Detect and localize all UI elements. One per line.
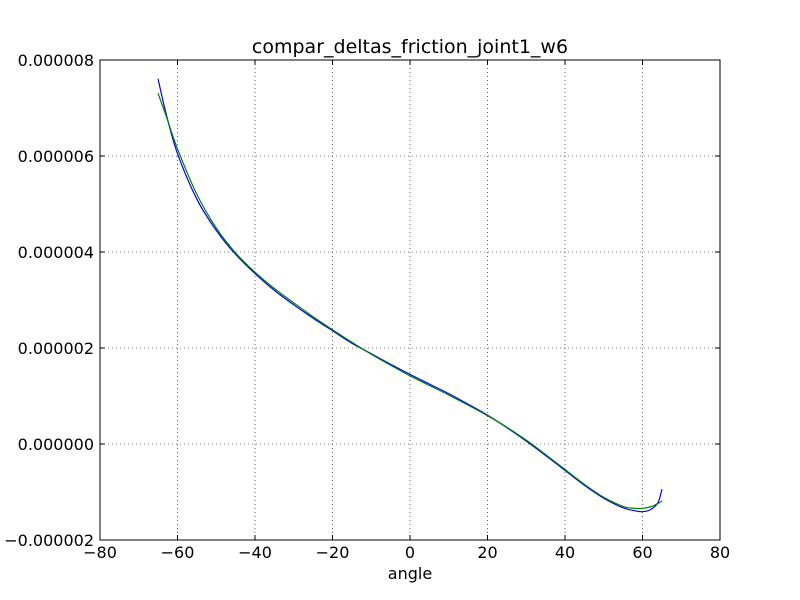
grid-layer [100,60,720,540]
x-tick-label: −20 [316,543,350,562]
x-axis-label: angle [388,564,432,583]
x-tick-label: 60 [632,543,652,562]
x-tick-label: 20 [477,543,497,562]
y-tick-label: 0.000000 [18,435,94,454]
x-tick-label: −80 [83,543,117,562]
x-tick-label: 80 [710,543,730,562]
x-tick-label: 0 [405,543,415,562]
chart-title: compar_deltas_friction_joint1_w6 [252,36,568,58]
series-line-1 [157,78,663,513]
x-tick-label: −40 [238,543,272,562]
x-tick-label: 40 [555,543,575,562]
y-tick-label: 0.000008 [18,51,94,70]
y-tick-label: 0.000006 [18,147,94,166]
y-tick-label: −0.000002 [4,531,94,550]
series-layer [157,78,663,513]
y-tick-label: 0.000002 [18,339,94,358]
series-line-2 [157,93,663,510]
tick-layer: −80 −60 −40 −20 0 20 40 60 80 −0.000002 0.000000 0.… [4,51,730,562]
x-tick-label: −60 [161,543,195,562]
y-tick-label: 0.000004 [18,243,94,262]
